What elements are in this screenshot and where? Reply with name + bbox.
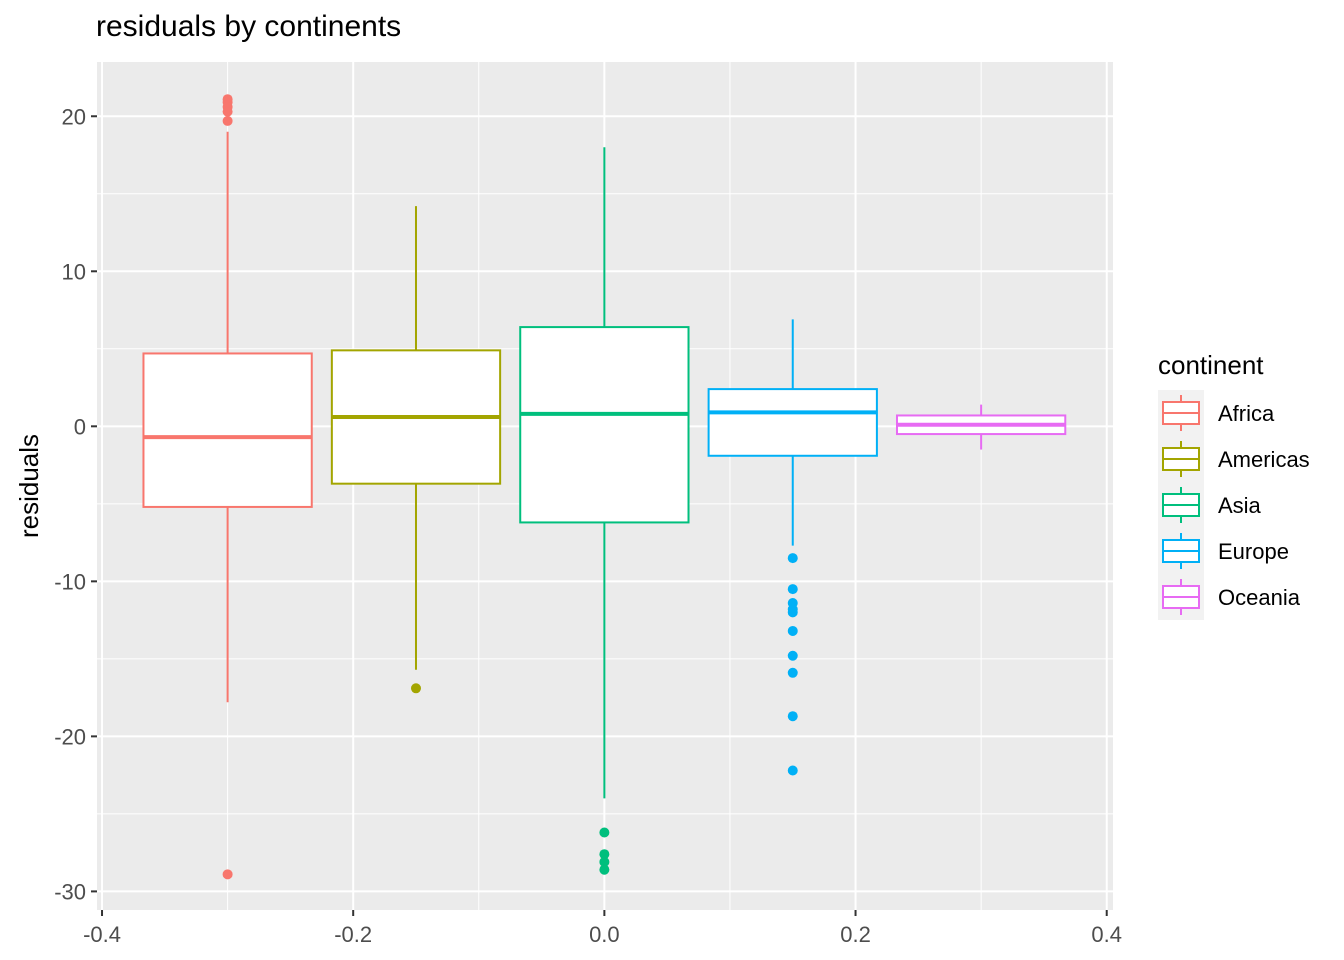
- outlier-point: [410, 683, 421, 694]
- box: [519, 326, 690, 524]
- x-tick-label: -0.4: [83, 922, 121, 947]
- y-axis-title: residuals: [14, 434, 44, 538]
- legend-label-americas: Americas: [1218, 447, 1310, 472]
- outlier-point: [787, 711, 798, 722]
- outlier-point: [787, 765, 798, 776]
- outlier-point: [599, 864, 610, 875]
- y-tick-label: 20: [62, 104, 86, 129]
- x-tick-label: 0.4: [1091, 922, 1122, 947]
- legend-label-asia: Asia: [1218, 493, 1262, 518]
- outlier-point: [787, 553, 798, 564]
- box: [142, 352, 313, 508]
- x-tick-label: -0.2: [334, 922, 372, 947]
- legend-label-europe: Europe: [1218, 539, 1289, 564]
- y-tick-label: 10: [62, 259, 86, 284]
- y-tick-label: -20: [54, 724, 86, 749]
- x-tick-label: 0.0: [589, 922, 620, 947]
- chart-title: residuals by continents: [96, 10, 402, 43]
- box: [707, 388, 878, 457]
- outlier-point: [787, 584, 798, 595]
- y-tick-label: -10: [54, 569, 86, 594]
- y-tick-label: -30: [54, 879, 86, 904]
- outlier-point: [222, 115, 233, 126]
- outlier-point: [787, 625, 798, 636]
- y-tick-label: 0: [74, 414, 86, 439]
- legend-label-africa: Africa: [1218, 401, 1275, 426]
- outlier-point: [599, 827, 610, 838]
- x-tick-label: 0.2: [840, 922, 871, 947]
- legend-label-oceania: Oceania: [1218, 585, 1301, 610]
- outlier-point: [222, 869, 233, 880]
- outlier-point: [599, 849, 610, 860]
- outlier-point: [222, 106, 233, 117]
- outlier-point: [599, 856, 610, 867]
- outlier-point: [787, 607, 798, 618]
- legend-title: continent: [1158, 350, 1264, 380]
- outlier-point: [787, 667, 798, 678]
- outlier-point: [787, 650, 798, 661]
